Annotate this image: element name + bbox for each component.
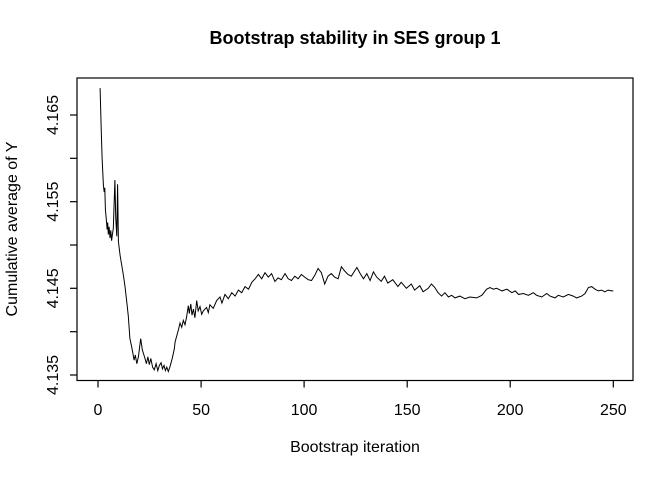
x-axis-ticks (97, 380, 614, 388)
x-tick-label: 150 (394, 402, 421, 419)
y-tick-label: 4.165 (45, 95, 62, 135)
plot-box (76, 77, 634, 382)
x-tick-label: 0 (94, 402, 103, 419)
y-tick-label: 4.155 (45, 182, 62, 222)
y-axis-title: Cumulative average of Y (4, 141, 21, 316)
y-axis-tick-labels: 4.135 4.145 4.155 4.165 (45, 95, 62, 395)
x-tick-label: 250 (600, 402, 627, 419)
x-axis-tick-labels: 0 50 100 150 200 250 (94, 402, 627, 419)
x-tick-label: 50 (192, 402, 210, 419)
cumulative-average-line (99, 88, 614, 374)
y-tick-label: 4.145 (45, 268, 62, 308)
x-axis-title: Bootstrap iteration (290, 439, 420, 456)
y-tick-label: 4.135 (45, 355, 62, 395)
x-tick-label: 100 (291, 402, 318, 419)
x-tick-label: 200 (497, 402, 524, 419)
y-axis-ticks (70, 114, 77, 376)
chart-title: Bootstrap stability in SES group 1 (209, 28, 500, 48)
